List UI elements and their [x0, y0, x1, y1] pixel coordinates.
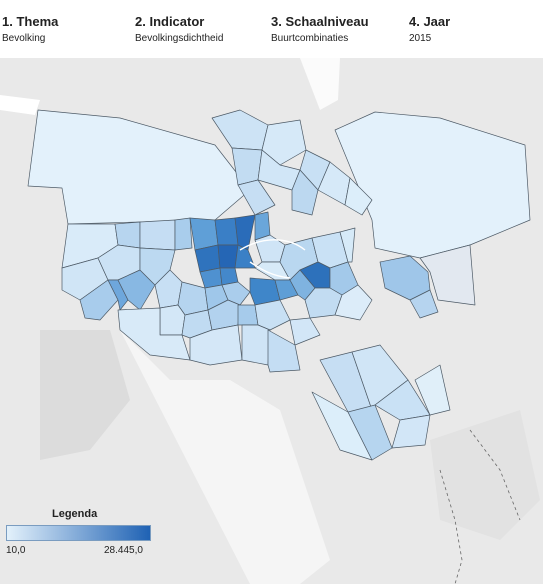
filter-indicator-title: 2. Indicator — [135, 14, 205, 29]
filter-indicator-value[interactable]: Bevolkingsdichtheid — [135, 33, 224, 44]
area-noord-2 — [261, 119, 307, 166]
area-oost-6 — [339, 227, 356, 263]
neighbourhood-areas[interactable] — [27, 109, 531, 461]
area-oost-8 — [289, 317, 321, 346]
area-oost-4 — [289, 269, 316, 301]
area-buitenveldert-2 — [241, 324, 271, 366]
water-lines — [239, 239, 306, 279]
legend-min-value: 10,0 — [6, 545, 26, 556]
filter-bar: 1. Thema Bevolking 2. Indicator Bevolkin… — [0, 0, 543, 58]
filter-thema-value[interactable]: Bevolking — [2, 33, 46, 44]
area-centrum-2 — [214, 217, 239, 246]
filter-jaar[interactable]: 4. Jaar 2015 — [409, 14, 450, 44]
filter-schaalniveau-title: 3. Schaalniveau — [271, 14, 369, 29]
area-west-3 — [139, 219, 176, 251]
area-centrum-1 — [189, 217, 219, 251]
boundary-dashes — [439, 429, 521, 584]
area-west-9 — [117, 269, 156, 311]
area-west-7 — [79, 279, 119, 321]
area-noord-8 — [291, 169, 319, 216]
area-zuidas — [267, 329, 301, 373]
filter-schaalniveau[interactable]: 3. Schaalniveau Buurtcombinaties — [271, 14, 369, 44]
area-centrum-5 — [217, 244, 239, 269]
area-west-2 — [114, 221, 141, 249]
filter-jaar-title: 4. Jaar — [409, 14, 451, 29]
area-centrum-4 — [194, 244, 221, 273]
area-zuid-3 — [221, 281, 251, 306]
area-zuid-11 — [237, 304, 259, 326]
area-oost-edge — [419, 244, 476, 306]
filter-jaar-value[interactable]: 2015 — [409, 33, 432, 44]
area-zuid-8 — [159, 304, 186, 336]
filter-schaalniveau-value[interactable]: Buurtcombinaties — [271, 33, 349, 44]
choropleth-map[interactable] — [0, 58, 543, 584]
legend-max-value: 28.445,0 — [104, 545, 143, 556]
area-west-8 — [107, 279, 129, 311]
area-diemen — [409, 289, 439, 319]
area-zuidoost-7 — [414, 364, 451, 416]
filter-thema-title: 1. Thema — [2, 14, 59, 29]
area-oost-9 — [334, 284, 373, 321]
legend-title: Legenda — [52, 508, 98, 520]
area-noord-oost — [334, 111, 531, 259]
area-noord-7 — [344, 177, 373, 216]
filter-thema[interactable]: 1. Thema Bevolking — [2, 14, 58, 44]
area-nieuw-west-south — [117, 307, 191, 361]
filter-indicator[interactable]: 2. Indicator Bevolkingsdichtheid — [135, 14, 223, 44]
area-noord-9 — [237, 179, 276, 216]
area-zuid-12 — [254, 299, 291, 331]
legend-color-scale — [6, 525, 151, 541]
area-west-4 — [174, 217, 193, 251]
